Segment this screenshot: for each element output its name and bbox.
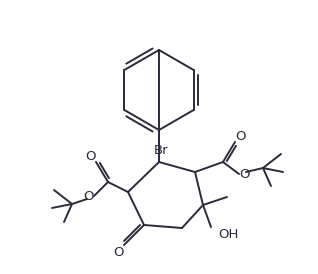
Text: O: O xyxy=(113,246,123,258)
Text: O: O xyxy=(84,190,94,204)
Text: O: O xyxy=(239,169,249,181)
Text: O: O xyxy=(86,150,96,164)
Text: Br: Br xyxy=(154,144,168,156)
Text: O: O xyxy=(235,130,245,144)
Text: OH: OH xyxy=(218,229,238,241)
